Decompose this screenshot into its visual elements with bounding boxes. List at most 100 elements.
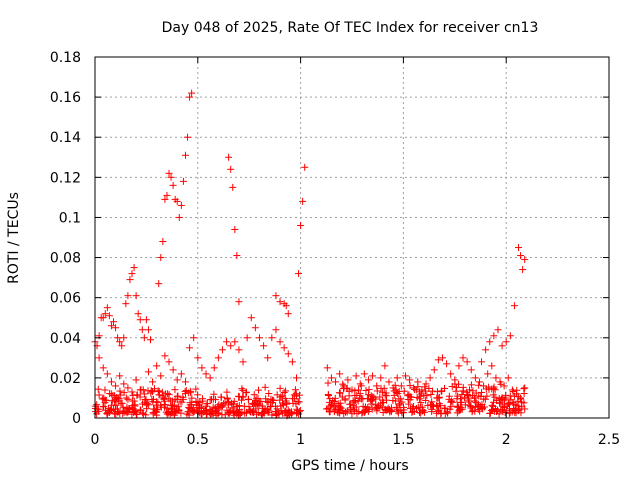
data-point bbox=[122, 394, 130, 402]
data-points bbox=[91, 89, 529, 420]
x-tick-label: 1 bbox=[296, 432, 305, 448]
data-point bbox=[485, 383, 493, 391]
data-point bbox=[281, 409, 289, 417]
data-point bbox=[301, 163, 309, 171]
data-point bbox=[434, 356, 442, 364]
data-point bbox=[243, 334, 251, 342]
data-point bbox=[168, 409, 176, 417]
data-point bbox=[214, 409, 222, 417]
data-point bbox=[133, 391, 141, 399]
data-point bbox=[173, 376, 181, 384]
data-point bbox=[422, 380, 430, 388]
data-point bbox=[396, 400, 404, 408]
data-point bbox=[406, 393, 414, 401]
data-point bbox=[448, 397, 456, 405]
data-point bbox=[344, 376, 352, 384]
data-point bbox=[235, 298, 243, 306]
data-point bbox=[389, 397, 397, 405]
data-point bbox=[128, 388, 136, 396]
data-point bbox=[400, 406, 408, 414]
data-point bbox=[190, 334, 198, 342]
data-point bbox=[451, 380, 459, 388]
data-point bbox=[356, 390, 364, 398]
data-point bbox=[252, 395, 260, 403]
data-point bbox=[498, 394, 506, 402]
data-point bbox=[142, 396, 150, 404]
x-tick-label: 0 bbox=[91, 432, 100, 448]
data-point bbox=[506, 332, 514, 340]
data-point bbox=[120, 334, 128, 342]
data-point bbox=[112, 382, 120, 390]
data-point bbox=[289, 399, 297, 407]
data-point bbox=[372, 395, 380, 403]
data-point bbox=[116, 387, 124, 395]
data-point bbox=[326, 398, 334, 406]
data-point bbox=[293, 409, 301, 417]
data-point bbox=[263, 398, 271, 406]
data-point bbox=[171, 386, 179, 394]
data-point bbox=[198, 364, 206, 372]
y-tick-label: 0.02 bbox=[50, 371, 81, 387]
data-point bbox=[297, 221, 305, 229]
data-point bbox=[339, 380, 347, 388]
data-point bbox=[132, 376, 140, 384]
data-point bbox=[228, 399, 236, 407]
data-point bbox=[107, 322, 115, 330]
y-tick-label: 0.18 bbox=[50, 50, 81, 66]
data-point bbox=[373, 387, 381, 395]
data-point bbox=[517, 252, 525, 260]
data-point bbox=[272, 402, 280, 410]
data-point bbox=[504, 374, 512, 382]
data-point bbox=[520, 385, 528, 393]
data-point bbox=[497, 380, 505, 388]
data-point bbox=[478, 388, 486, 396]
data-point bbox=[361, 408, 369, 416]
y-tick-labels: 0 0.02 0.04 0.06 0.08 0.1 0.12 0.14 0.16 0.18 bbox=[50, 50, 81, 427]
data-point bbox=[206, 405, 214, 413]
data-point bbox=[107, 378, 115, 386]
data-point bbox=[376, 393, 384, 401]
data-point bbox=[130, 264, 138, 272]
data-point bbox=[120, 407, 128, 415]
data-point bbox=[175, 407, 183, 415]
data-point bbox=[160, 394, 168, 402]
data-point bbox=[138, 326, 146, 334]
data-point bbox=[392, 386, 400, 394]
data-point bbox=[106, 406, 114, 414]
data-point bbox=[514, 397, 522, 405]
data-point bbox=[134, 310, 142, 318]
data-point bbox=[447, 403, 455, 411]
data-point bbox=[192, 385, 200, 393]
data-point bbox=[250, 391, 258, 399]
data-point bbox=[445, 392, 453, 400]
data-point bbox=[159, 238, 167, 246]
data-point bbox=[235, 346, 243, 354]
data-point bbox=[126, 406, 134, 414]
data-point bbox=[470, 394, 478, 402]
x-axis-label: GPS time / hours bbox=[291, 458, 408, 474]
data-point bbox=[510, 392, 518, 400]
plot-frame bbox=[94, 56, 610, 419]
data-point bbox=[276, 396, 284, 404]
data-point bbox=[455, 362, 463, 370]
data-point bbox=[158, 388, 166, 396]
data-point bbox=[365, 405, 373, 413]
data-point bbox=[231, 338, 239, 346]
data-point bbox=[99, 364, 107, 372]
data-point bbox=[394, 390, 402, 398]
data-point bbox=[139, 409, 147, 417]
data-point bbox=[243, 388, 251, 396]
data-point bbox=[282, 387, 290, 395]
data-point bbox=[420, 392, 428, 400]
data-point bbox=[155, 280, 163, 288]
data-point bbox=[283, 400, 291, 408]
data-point bbox=[273, 391, 281, 399]
data-point bbox=[240, 402, 248, 410]
data-point bbox=[335, 389, 343, 397]
data-point bbox=[417, 399, 425, 407]
data-point bbox=[99, 403, 107, 411]
data-point bbox=[277, 407, 285, 415]
data-point bbox=[235, 392, 243, 400]
data-point bbox=[194, 354, 202, 362]
data-point bbox=[489, 405, 497, 413]
